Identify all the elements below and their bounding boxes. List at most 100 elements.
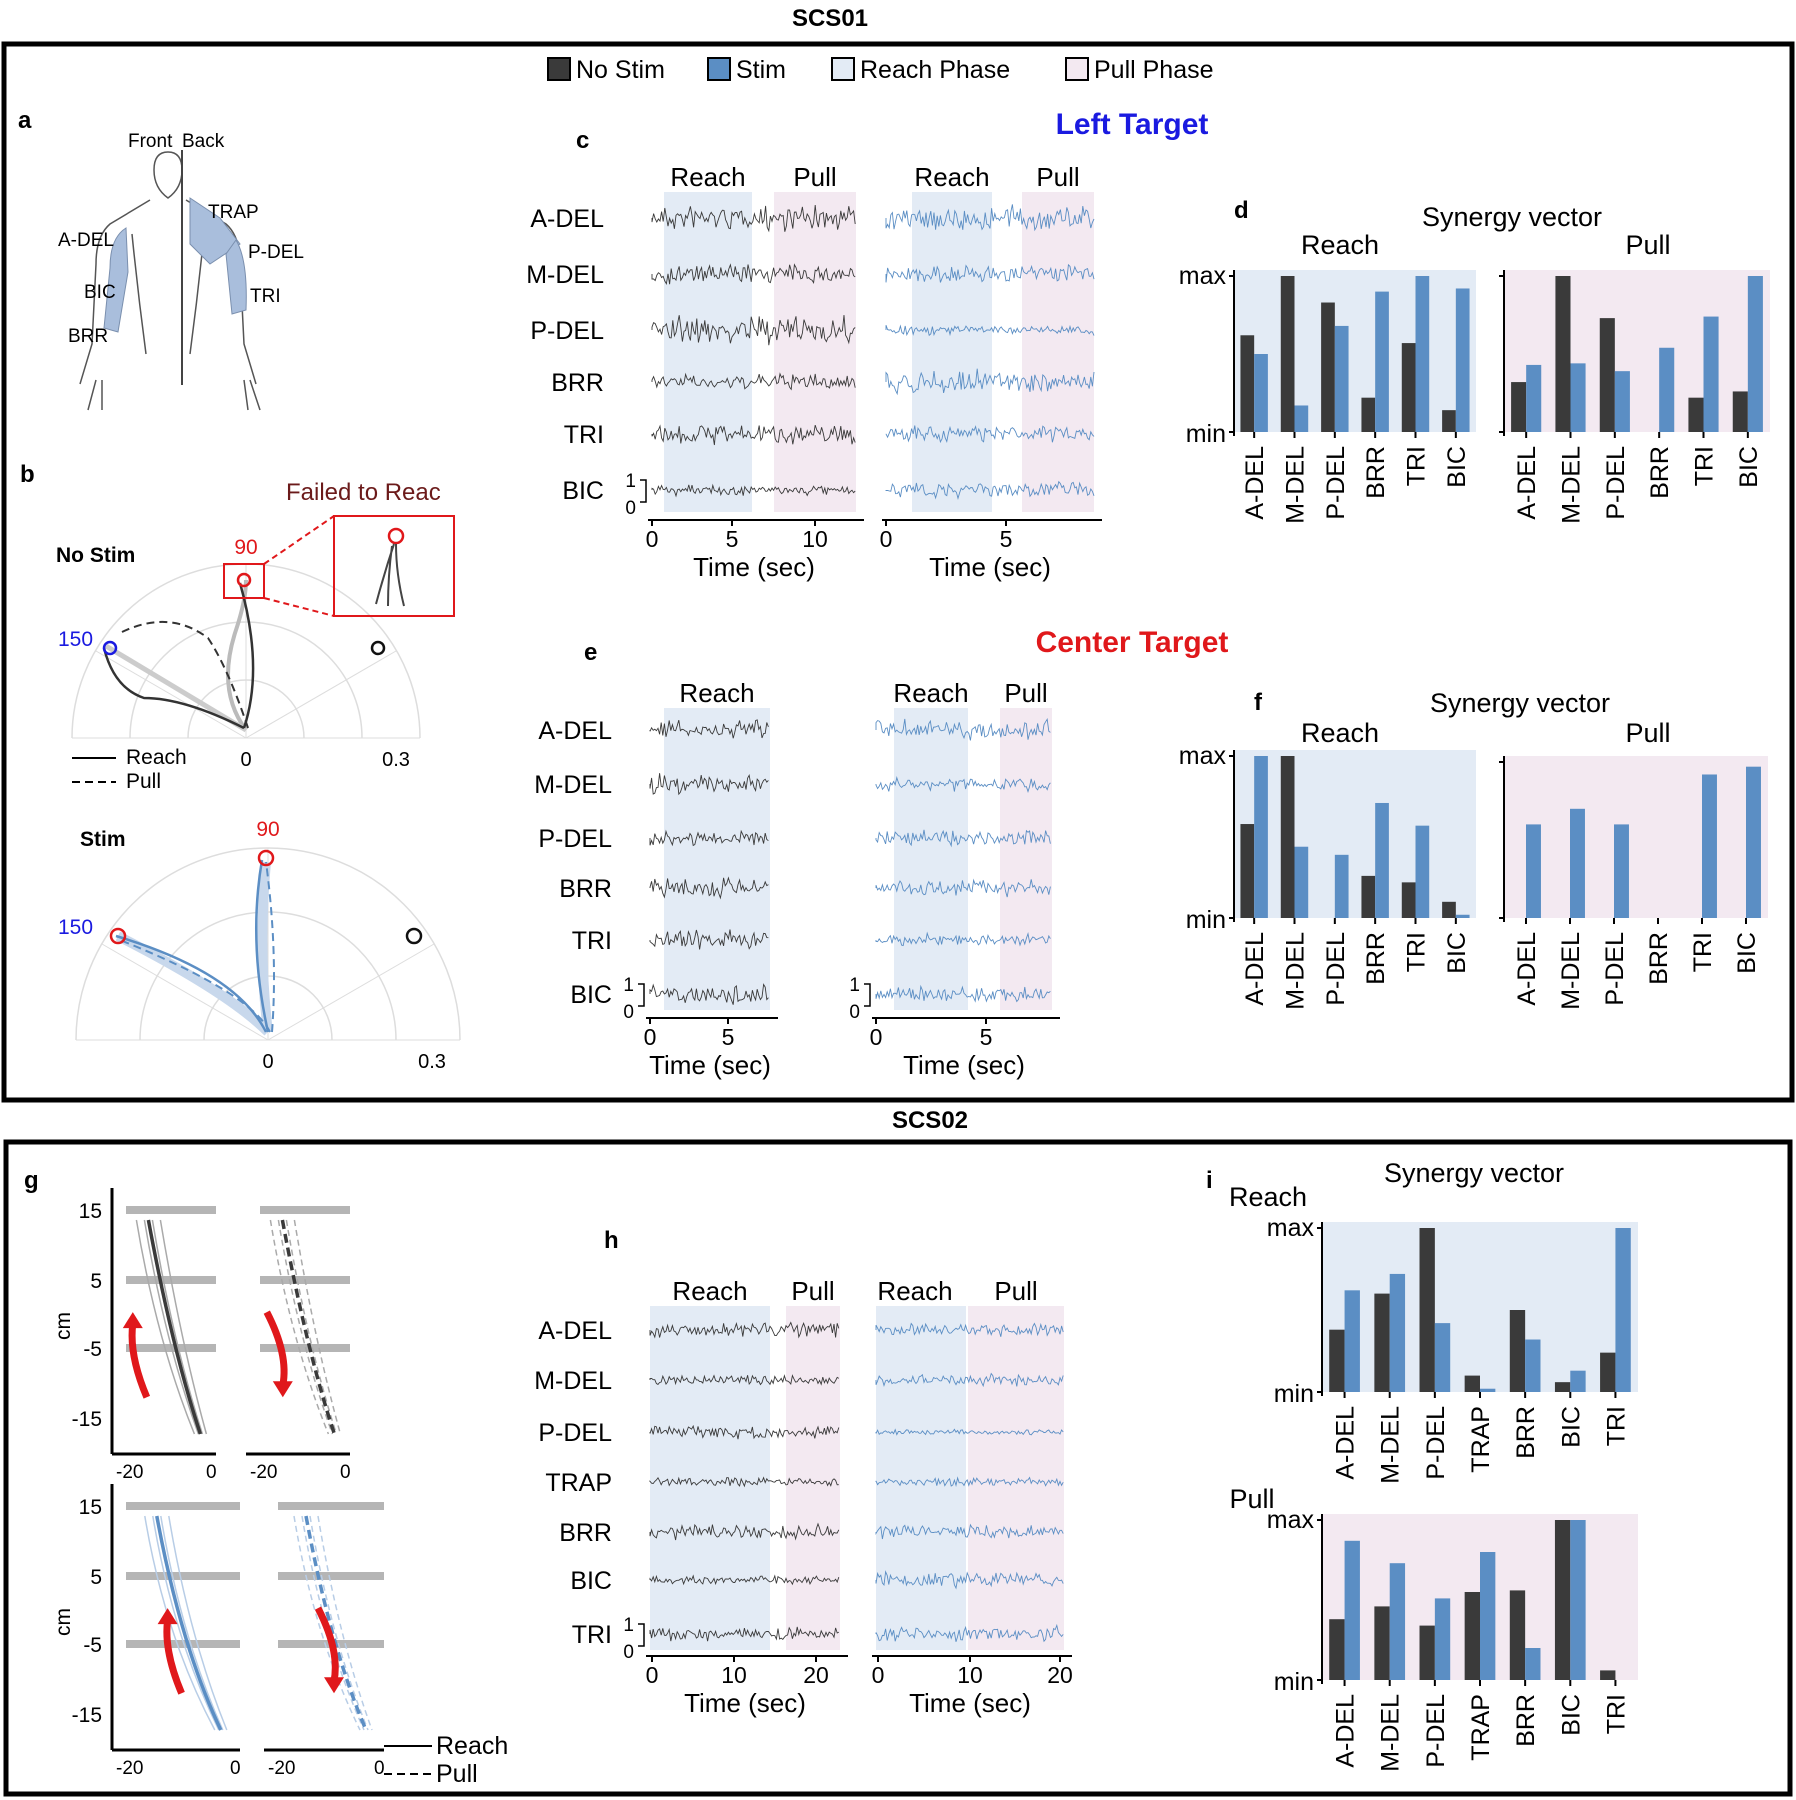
panel-label-b: b bbox=[20, 461, 35, 488]
legend-reach-text: Reach bbox=[436, 1732, 508, 1760]
scale-label-0: 0 bbox=[623, 1642, 634, 1663]
legend-reach-text: Reach bbox=[126, 746, 187, 769]
synergy-bar bbox=[1480, 1388, 1496, 1392]
scs02-frame bbox=[3, 1139, 1793, 1797]
synergy-category-label: BIC bbox=[1557, 1406, 1585, 1448]
emg-x-tick-label: 5 bbox=[980, 1024, 993, 1050]
angle-150-label: 150 bbox=[58, 916, 93, 939]
synergy-subtitle: Pull bbox=[1229, 1484, 1274, 1514]
synergy-min-label: min bbox=[1186, 906, 1226, 934]
synergy-bar bbox=[1419, 1228, 1435, 1392]
synergy-bar bbox=[1321, 302, 1335, 432]
synergy-bar bbox=[1361, 875, 1376, 918]
traj-y-tick: 15 bbox=[79, 1200, 102, 1223]
scs01-frame bbox=[1, 41, 1795, 1103]
reach-phase-label: Reach bbox=[672, 1276, 747, 1306]
trajectory-pull bbox=[117, 620, 249, 729]
synergy-category-label: P-DEL bbox=[1322, 446, 1350, 520]
synergy-bar bbox=[1294, 846, 1309, 918]
synergy-max-label: max bbox=[1179, 262, 1227, 290]
synergy-category-label: P-DEL bbox=[1422, 1406, 1450, 1480]
direction-arrow-head bbox=[122, 1312, 143, 1329]
synergy-category-label: P-DEL bbox=[1601, 932, 1629, 1006]
synergy-bar bbox=[1344, 1290, 1360, 1392]
traj-y-tick: 15 bbox=[79, 1496, 102, 1519]
traj-x-tick: 0 bbox=[230, 1758, 241, 1779]
emg-x-tick-label: 10 bbox=[957, 1662, 983, 1688]
emg-trace bbox=[875, 1476, 1064, 1488]
emg-x-tick-label: 10 bbox=[802, 526, 828, 552]
emg-trace bbox=[651, 483, 856, 498]
emg-trace bbox=[885, 425, 1095, 444]
target-150 bbox=[109, 927, 127, 945]
synergy-min-label: min bbox=[1274, 1668, 1314, 1696]
emg-trace bbox=[649, 1374, 840, 1386]
synergy-bar bbox=[1464, 1592, 1480, 1680]
synergy-category-label: BIC bbox=[1733, 932, 1761, 974]
emg-x-tick-label: 5 bbox=[722, 1024, 735, 1050]
synergy-bar bbox=[1732, 391, 1748, 432]
emg-muscle-label: A-DEL bbox=[538, 1317, 612, 1345]
synergy-category-label: M-DEL bbox=[1377, 1694, 1405, 1772]
synergy-bar bbox=[1280, 276, 1295, 432]
angle-90-label: 90 bbox=[234, 536, 257, 559]
emg-muscle-label: TRI bbox=[572, 1621, 612, 1649]
emg-trace bbox=[649, 983, 769, 1005]
label-tri: TRI bbox=[250, 286, 281, 307]
synergy-category-label: TRAP bbox=[1467, 1694, 1495, 1761]
traj-y-tick: -15 bbox=[72, 1704, 102, 1727]
traj-y-tick: -5 bbox=[83, 1338, 102, 1361]
emg-muscle-label: BRR bbox=[559, 1519, 612, 1547]
synergy-bar bbox=[1334, 854, 1349, 918]
traj-y-tick: -5 bbox=[83, 1634, 102, 1657]
synergy-subtitle: Reach bbox=[1229, 1182, 1307, 1212]
emg-trace bbox=[875, 718, 1051, 741]
polar-plot-stim: 90 150 0 0.3 bbox=[58, 818, 461, 1073]
synergy-bar bbox=[1434, 1598, 1451, 1680]
emg-trace bbox=[649, 1424, 840, 1440]
trajectory-trials bbox=[104, 643, 248, 733]
synergy-bar bbox=[1329, 1619, 1345, 1680]
scale-label-1: 1 bbox=[623, 1615, 634, 1636]
synergy-bar bbox=[1334, 325, 1349, 432]
trajectory-reach bbox=[102, 647, 245, 730]
synergy-category-label: M-DEL bbox=[1557, 932, 1585, 1010]
synergy-bar bbox=[1570, 808, 1585, 918]
synergy-category-label: A-DEL bbox=[1513, 932, 1541, 1006]
synergy-bar bbox=[1570, 1370, 1586, 1392]
zoom-box bbox=[223, 563, 265, 599]
legend-label-pull: Pull Phase bbox=[1094, 56, 1214, 84]
emg-trace bbox=[651, 205, 856, 233]
synergy-category-label: M-DEL bbox=[1282, 446, 1310, 524]
emg-trace bbox=[875, 878, 1051, 898]
synergy-bar bbox=[1599, 318, 1615, 432]
legend-swatch-nostim bbox=[547, 57, 571, 81]
zoom-inset bbox=[333, 515, 455, 617]
synergy-min-label: min bbox=[1274, 1380, 1314, 1408]
height-marker bbox=[278, 1502, 384, 1510]
emg-muscle-label: P-DEL bbox=[530, 317, 604, 345]
synergy-bar bbox=[1570, 1520, 1586, 1680]
pull-phase-band bbox=[1000, 708, 1052, 1010]
synergy-bar bbox=[1374, 1606, 1390, 1680]
angle-150-label: 150 bbox=[58, 628, 93, 651]
synergy-bar bbox=[1254, 756, 1268, 918]
emg-x-tick-label: 10 bbox=[721, 1662, 747, 1688]
traj-trial bbox=[277, 1219, 334, 1435]
traj-trial bbox=[309, 1515, 369, 1731]
zoom-connector bbox=[263, 515, 335, 565]
tick-0-3: 0.3 bbox=[382, 749, 410, 771]
synergy-bar bbox=[1511, 382, 1527, 432]
traj-mean bbox=[304, 1515, 368, 1731]
legend-swatch-pull bbox=[1065, 57, 1089, 81]
trajectory-trials bbox=[115, 931, 272, 1036]
synergy-category-label: TRI bbox=[1403, 446, 1431, 486]
synergy-category-label: A-DEL bbox=[1241, 932, 1269, 1006]
adel-muscle bbox=[103, 227, 129, 333]
tri-muscle bbox=[225, 239, 247, 315]
tick-0: 0 bbox=[240, 749, 251, 771]
traj-x-tick: -20 bbox=[116, 1462, 143, 1483]
emg-trace bbox=[885, 324, 1095, 337]
panel-label-i: i bbox=[1206, 1167, 1213, 1194]
